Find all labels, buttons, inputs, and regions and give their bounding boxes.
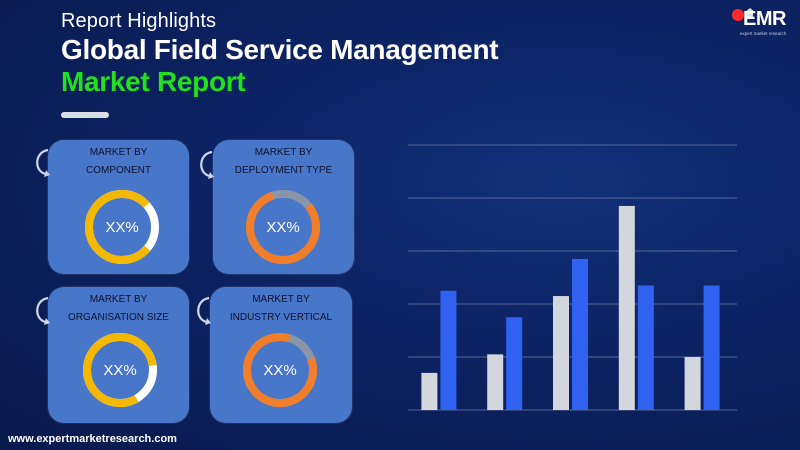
emr-logo-icon — [732, 8, 756, 21]
card-label-line1: MARKET BY — [89, 147, 148, 158]
card-label-line2: ORGANISATION SIZE — [68, 312, 169, 323]
report-kicker: Report Highlights — [61, 10, 217, 32]
bar-grey-series — [553, 296, 569, 410]
card-label-line2: DEPLOYMENT TYPE — [234, 165, 333, 176]
bar-blue-series — [440, 290, 457, 410]
swirl-arrow-icon — [197, 296, 211, 325]
segment-card-industry-vertical: MARKET BY INDUSTRY VERTICAL XX% — [210, 287, 352, 423]
logo-tagline: expert market research — [740, 31, 787, 36]
bar-blue-series — [506, 317, 523, 410]
chart-bars — [421, 205, 720, 410]
donut-value: XX% — [103, 361, 137, 379]
bar-blue-series — [637, 285, 654, 410]
donut-ring: XX% — [82, 187, 162, 267]
segment-card-organisation-size: MARKET BY ORGANISATION SIZE XX% — [48, 287, 189, 423]
swirl-arrow-icon — [36, 296, 50, 325]
donut-ring-graphic — [85, 190, 159, 264]
donut-value: XX% — [263, 361, 297, 379]
bar-grey-series — [421, 372, 438, 410]
bar-blue-series — [703, 285, 720, 410]
bar-grey-series — [618, 205, 635, 410]
bar-blue-series — [572, 258, 588, 410]
logo-text: EMR — [743, 8, 786, 30]
donut-value: XX% — [105, 218, 139, 236]
donut-ring: XX% — [240, 330, 320, 410]
donut-ring-graphic — [246, 190, 320, 264]
swirl-arrow-icon — [36, 148, 50, 177]
segment-card-deployment-type: MARKET BY DEPLOYMENT TYPE XX% — [213, 140, 354, 274]
donut-ring: XX% — [243, 187, 323, 267]
card-label-line2: INDUSTRY VERTICAL — [229, 312, 333, 323]
donut-ring-graphic — [243, 333, 317, 407]
card-label-line1: MARKET BY — [252, 294, 310, 305]
card-label-line1: MARKET BY — [254, 147, 313, 158]
segment-card-component: MARKET BY COMPONENT XX% — [48, 140, 189, 274]
card-label-line1: MARKET BY — [89, 294, 148, 305]
title-underline — [61, 112, 109, 118]
bar-grey-series — [487, 354, 504, 410]
donut-ring-graphic — [83, 333, 157, 407]
swirl-arrow-icon — [200, 150, 214, 179]
report-title-line1: Global Field Service Management — [61, 34, 499, 65]
donut-value: XX% — [266, 218, 300, 236]
donut-ring: XX% — [80, 330, 160, 410]
card-label-line2: COMPONENT — [86, 165, 151, 176]
market-bar-chart — [408, 144, 737, 411]
report-title-line2: Market Report — [61, 66, 246, 97]
website-url: www.expertmarketresearch.com — [8, 433, 177, 445]
bar-grey-series — [684, 357, 701, 410]
